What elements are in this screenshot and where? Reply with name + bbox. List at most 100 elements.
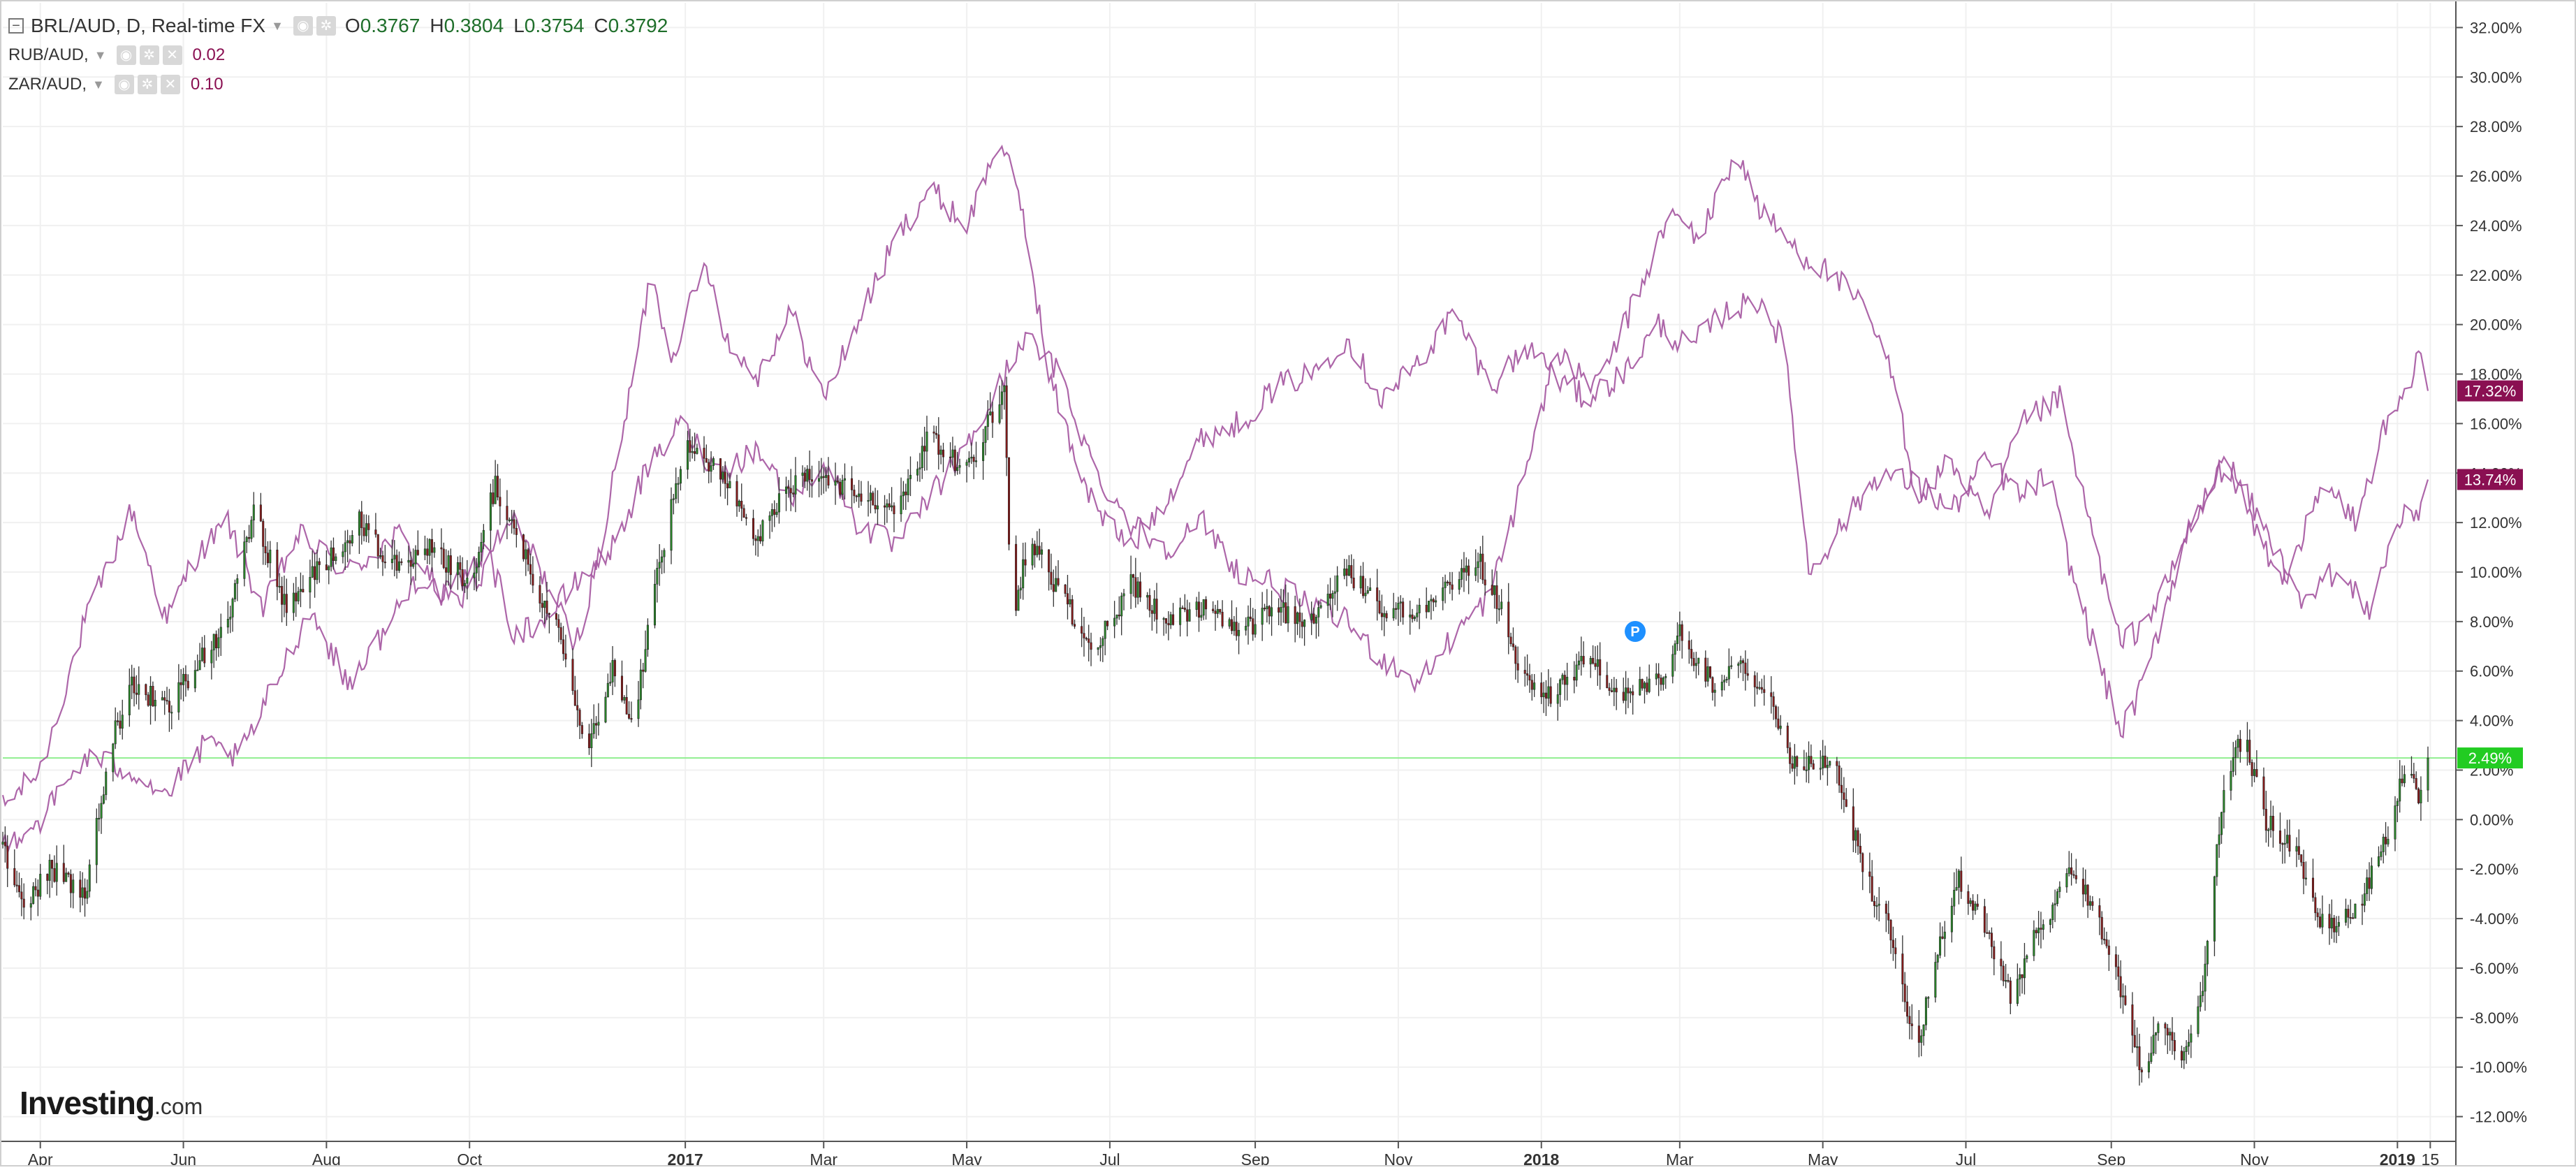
chevron-down-icon[interactable]: ▼	[271, 18, 284, 33]
candle-up	[316, 561, 319, 580]
candle-down	[580, 725, 583, 734]
candle-down	[548, 613, 550, 615]
candle-down	[703, 448, 705, 459]
candle-up	[876, 505, 879, 510]
candle-down	[759, 536, 762, 542]
candle-up	[1409, 614, 1412, 617]
candle-down	[2164, 1023, 2167, 1029]
gear-icon[interactable]: ✲	[316, 16, 336, 36]
candle-down	[1301, 621, 1303, 627]
candle-down	[1887, 913, 1890, 921]
candle-up	[1542, 692, 1545, 698]
eye-icon[interactable]: ◉	[116, 45, 136, 65]
y-tick-label: -6.00%	[2470, 960, 2519, 977]
candle-down	[515, 527, 518, 535]
candle-down	[15, 884, 18, 886]
candle-up	[590, 733, 593, 748]
candle-up	[2382, 837, 2385, 852]
candle-down	[1967, 891, 1970, 904]
candle-up	[1819, 768, 1822, 770]
close-icon[interactable]: ✕	[160, 75, 180, 94]
candle-up	[149, 686, 152, 706]
event-marker-layer[interactable]: P	[1625, 621, 1646, 643]
candle-up	[1428, 601, 1430, 613]
candle-down	[2271, 816, 2274, 831]
candle-up	[2037, 928, 2040, 933]
candle-up	[480, 541, 483, 553]
candle-up	[1725, 678, 1728, 681]
collapse-icon[interactable]: −	[8, 18, 24, 34]
chevron-down-icon[interactable]: ▼	[94, 47, 107, 62]
candle-down	[2040, 928, 2042, 930]
candle-down	[2248, 740, 2251, 763]
gear-icon[interactable]: ✲	[139, 45, 159, 65]
eye-icon[interactable]: ◉	[293, 16, 313, 36]
candle-up	[1625, 687, 1627, 701]
candle-down	[736, 481, 738, 506]
candle-up	[1556, 694, 1559, 704]
candle-down	[1509, 636, 1512, 645]
candle-up	[639, 669, 642, 701]
candle-up	[1953, 890, 1956, 907]
candle-down	[1446, 581, 1449, 583]
candle-up	[982, 442, 985, 461]
candle-down	[555, 613, 557, 620]
candle-up	[656, 568, 659, 585]
candle-down	[1894, 947, 1897, 954]
candle-down	[2072, 874, 2075, 876]
candle-down	[2105, 939, 2108, 946]
overlay-label-zar[interactable]: ZAR/AUD,	[8, 75, 87, 94]
chevron-down-icon[interactable]: ▼	[92, 77, 105, 92]
gear-icon[interactable]: ✲	[137, 75, 157, 94]
candle-up	[2267, 829, 2270, 831]
candle-up	[2169, 1032, 2172, 1036]
candle-down	[1148, 594, 1151, 611]
candle-up	[1188, 609, 1191, 622]
candle-up	[86, 891, 89, 899]
eye-icon[interactable]: ◉	[114, 75, 134, 94]
candle-down	[367, 523, 370, 530]
candle-up	[1195, 601, 1198, 610]
gridlines	[3, 3, 2456, 1141]
candle-up	[2147, 1061, 2150, 1073]
candle-up	[1969, 900, 1972, 904]
candle-down	[1312, 613, 1315, 624]
candle-up	[1097, 647, 1099, 650]
overlay-label-rub[interactable]: RUB/AUD,	[8, 45, 89, 64]
candle-down	[215, 634, 218, 649]
x-tick-label: 2018	[1523, 1150, 1559, 1167]
candle-up	[2218, 834, 2220, 845]
candle-down	[1796, 756, 1799, 767]
candle-down	[2352, 917, 2355, 919]
candle-up	[2023, 958, 2026, 979]
candle-up	[511, 519, 513, 521]
candle-down	[1528, 675, 1531, 681]
candle-up	[229, 617, 232, 620]
candle-down	[587, 733, 590, 748]
event-marker-icon[interactable]	[1625, 621, 1646, 643]
candle-up	[407, 560, 410, 563]
candle-up	[2237, 738, 2239, 748]
candle-up	[1319, 605, 1322, 608]
candle-down	[152, 686, 154, 707]
candle-down	[1395, 608, 1398, 610]
candle-up	[1343, 568, 1346, 576]
candle-up	[2283, 842, 2286, 845]
candle-up	[1397, 603, 1400, 610]
candle-up	[2042, 924, 2044, 930]
candle-down	[808, 469, 811, 480]
candle-up	[1458, 579, 1461, 590]
candle-up	[2049, 919, 2051, 925]
candle-down	[1516, 663, 1519, 671]
candle-up	[2366, 877, 2369, 894]
candle-down	[2239, 738, 2241, 752]
x-tick-label: Sep	[1241, 1150, 1270, 1167]
close-icon[interactable]: ✕	[162, 45, 182, 65]
candle-up	[1662, 678, 1664, 685]
legend-overlay-row-rub: RUB/AUD, ▼ ◉ ✲ ✕ 0.02	[8, 41, 672, 70]
main-symbol-label[interactable]: BRL/AUD, D, Real-time FX	[31, 15, 266, 36]
candle-down	[2140, 1069, 2143, 1073]
candle-down	[1903, 983, 1906, 1002]
